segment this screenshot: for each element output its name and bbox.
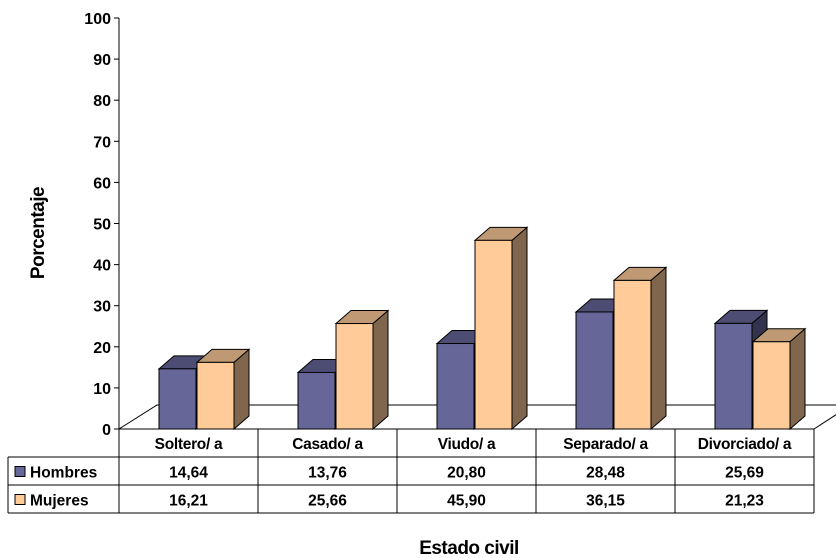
bar-side-face <box>511 226 528 431</box>
legend-label: Hombres <box>30 465 97 482</box>
bar-front-face <box>714 322 753 430</box>
data-table-value: 36,15 <box>586 493 625 510</box>
data-table: Soltero/ a Casado/ a Viudo/ a Separado/ a Di… <box>7 428 815 514</box>
data-table-value: 21,23 <box>725 493 764 510</box>
data-table-value: 13,76 <box>308 465 347 482</box>
y-tick-label: 80 <box>93 93 111 110</box>
y-tick-label: 70 <box>93 134 111 151</box>
bar-side-face <box>789 327 806 431</box>
bar-front-face <box>158 368 197 430</box>
y-tick-label: 30 <box>93 299 111 316</box>
data-table-value: 28,48 <box>586 465 625 482</box>
bar-side-face <box>372 309 389 431</box>
bar-front-face <box>575 311 614 430</box>
bar-side-face <box>650 266 667 431</box>
bar-front-face <box>297 371 336 430</box>
legend-swatch-hombres <box>14 466 26 477</box>
bar-front-face <box>752 341 791 430</box>
x-axis-title: Estado civil <box>419 538 519 558</box>
y-axis-title: Porcentaje <box>28 187 49 279</box>
bar-front-face <box>196 361 235 430</box>
y-tick-label: 100 <box>84 11 111 28</box>
y-tick-label: 90 <box>93 52 111 69</box>
y-tick-label: 0 <box>102 422 111 439</box>
bar-front-face <box>474 239 513 430</box>
y-tick-label: 10 <box>93 381 111 398</box>
bar-side-face <box>233 348 250 431</box>
data-table-value: 25,69 <box>725 465 764 482</box>
bar-front-face <box>436 343 475 430</box>
bar-mujeres <box>195 348 251 431</box>
x-category-label: Viudo/ a <box>438 436 496 453</box>
bar-front-face <box>613 279 652 430</box>
x-category-label: Soltero/ a <box>155 436 223 453</box>
bar-front-face <box>335 323 374 430</box>
y-tick-label: 40 <box>93 258 111 275</box>
legend-swatch-mujeres <box>14 494 26 505</box>
y-tick-label: 50 <box>93 217 111 234</box>
y-tick-label: 20 <box>93 340 111 357</box>
data-table-value: 14,64 <box>169 465 208 482</box>
bar-mujeres <box>473 226 529 431</box>
bar-mujeres <box>751 327 807 431</box>
bar-mujeres <box>334 309 390 431</box>
x-category-label: Divorciado/ a <box>698 436 792 453</box>
x-category-label: Casado/ a <box>292 436 363 453</box>
legend-label: Mujeres <box>30 493 89 510</box>
y-axis: 0 10 20 30 40 50 60 70 80 90 100 <box>84 11 120 439</box>
y-tick-label: 60 <box>93 175 111 192</box>
data-table-value: 20,80 <box>447 465 486 482</box>
data-table-value: 16,21 <box>169 493 208 510</box>
x-category-label: Separado/ a <box>563 436 648 453</box>
bar-mujeres <box>612 266 668 431</box>
bars <box>157 226 807 431</box>
data-table-value: 25,66 <box>308 493 347 510</box>
data-table-value: 45,90 <box>447 493 486 510</box>
